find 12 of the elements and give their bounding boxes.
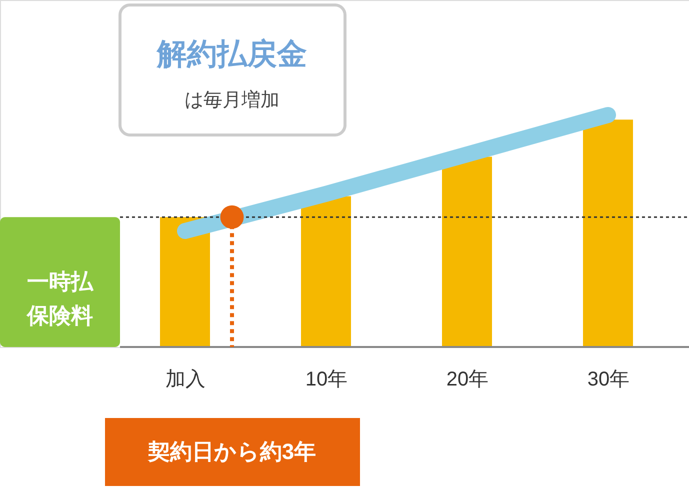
bar: [583, 120, 633, 347]
text: 契約日から約3年: [146, 439, 316, 464]
bar: [160, 217, 210, 347]
x-tick-label: 30年: [587, 368, 630, 390]
x-tick-label: 20年: [446, 368, 489, 390]
bar: [442, 156, 492, 347]
x-tick-label: 加入: [166, 368, 206, 390]
bar: [301, 196, 351, 347]
ref-line-label: 一時払保険料: [26, 269, 94, 328]
text: は毎月増加: [184, 89, 280, 111]
text: 解約払戻金: [156, 38, 307, 71]
x-tick-label: 10年: [305, 368, 348, 390]
